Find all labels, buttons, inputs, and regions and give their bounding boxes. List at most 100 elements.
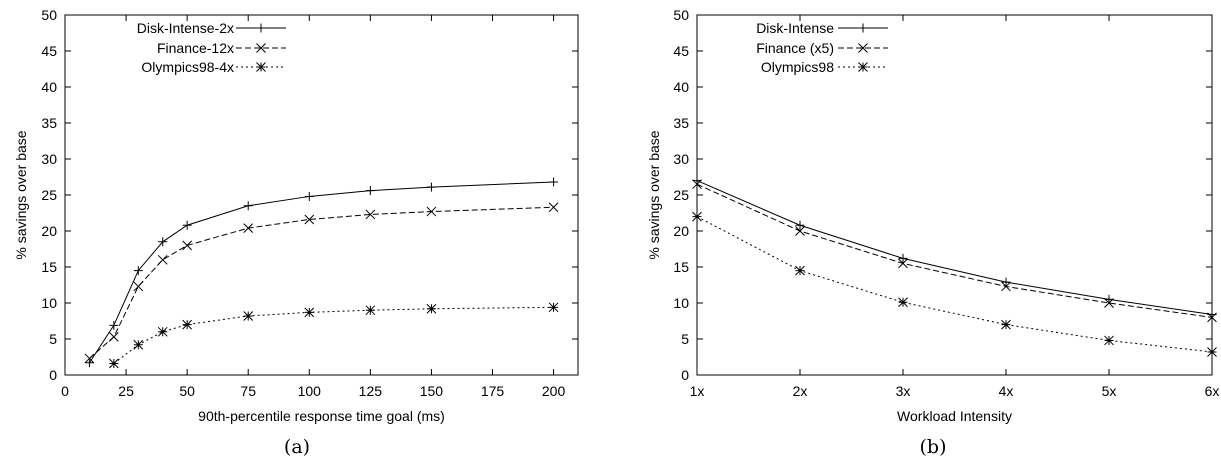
data-point-marker: [795, 220, 805, 230]
legend-label: Finance (x5): [756, 40, 834, 56]
legend-marker: [256, 43, 266, 53]
x-tick-label: 6x: [1205, 383, 1220, 399]
x-tick-label: 5x: [1102, 383, 1117, 399]
data-point-marker: [109, 320, 119, 330]
data-point-marker: [548, 302, 559, 313]
y-tick-label: 50: [41, 7, 57, 23]
legend-label: Finance-12x: [157, 40, 234, 56]
data-point-marker: [692, 211, 702, 222]
x-tick-label: 4x: [999, 383, 1014, 399]
legend-marker: [256, 23, 266, 33]
panel-caption: (a): [284, 436, 310, 458]
data-point-marker: [109, 331, 119, 342]
x-tick-label: 125: [359, 383, 383, 399]
data-point-marker: [243, 201, 253, 211]
y-tick-label: 0: [49, 367, 57, 383]
data-point-marker: [182, 240, 192, 251]
series-disk-intense: Disk-Intense: [692, 20, 1217, 320]
series-disk-intense-2x: Disk-Intense-2x: [84, 20, 559, 368]
data-point-marker: [365, 186, 375, 196]
data-point-marker: [426, 206, 437, 217]
data-point-marker: [133, 266, 143, 276]
data-point-marker: [304, 214, 315, 225]
x-tick-label: 75: [240, 383, 256, 399]
y-tick-label: 35: [41, 115, 57, 131]
x-tick-label: 50: [179, 383, 195, 399]
data-point-marker: [426, 182, 436, 192]
data-point-marker: [1001, 277, 1011, 287]
data-point-marker: [898, 258, 908, 269]
series-line: [89, 206, 554, 359]
data-point-marker: [1104, 298, 1114, 308]
data-point-marker: [109, 358, 119, 369]
data-point-marker: [548, 202, 559, 213]
y-tick-label: 5: [681, 331, 689, 347]
y-tick-label: 45: [673, 43, 689, 59]
x-axis-label: 90th-percentile response time goal (ms): [198, 408, 445, 424]
series-finance-x5: Finance (x5): [692, 40, 1217, 323]
y-tick-label: 0: [681, 367, 689, 383]
series-olympics98-4x: Olympics98-4x: [109, 59, 559, 369]
x-tick-label: 3x: [896, 383, 911, 399]
data-point-marker: [304, 307, 315, 318]
x-tick-label: 0: [61, 383, 69, 399]
series-line: [696, 183, 1213, 318]
data-point-marker: [133, 281, 144, 292]
data-point-marker: [243, 223, 254, 233]
data-point-marker: [365, 209, 376, 220]
y-tick-label: 20: [673, 223, 689, 239]
chart-panel-a: 0 5 10 15 20 25 30 35 40 45 50 0 25 50 75 100 125 150 175 2…: [13, 7, 579, 458]
y-tick-label: 40: [673, 79, 689, 95]
data-point-marker: [795, 265, 805, 276]
data-point-marker: [133, 339, 144, 350]
y-tick-label: 50: [673, 7, 689, 23]
data-point-marker: [1001, 319, 1011, 330]
legend-label: Disk-Intense-2x: [137, 20, 234, 36]
series-olympics98: Olympics98: [692, 59, 1217, 357]
y-tick-label: 35: [673, 115, 689, 131]
legend-label: Olympics98: [761, 59, 834, 75]
data-point-marker: [426, 303, 437, 314]
data-point-marker: [549, 177, 559, 187]
y-axis-label: % savings over base: [13, 130, 29, 259]
x-tick-label: 25: [118, 383, 134, 399]
x-tick-label: 175: [481, 383, 505, 399]
y-tick-label: 30: [41, 151, 57, 167]
data-point-marker: [84, 358, 94, 368]
series-line: [89, 181, 554, 364]
y-tick-label: 20: [41, 223, 57, 239]
x-tick-label: 2x: [793, 383, 808, 399]
y-tick-label: 25: [673, 187, 689, 203]
data-point-marker: [898, 253, 908, 263]
chart-panel-b: 0 5 10 15 20 25 30 35 40 45 50 1x 2x 3x 4x 5x 6x Workload…: [646, 7, 1219, 458]
y-tick-label: 25: [41, 187, 57, 203]
x-axis-label: Workload Intensity: [897, 408, 1012, 424]
x-tick-label: 200: [542, 383, 566, 399]
legend-marker: [858, 43, 868, 53]
data-point-marker: [365, 305, 376, 316]
x-tick-label: 100: [298, 383, 322, 399]
data-point-marker: [157, 254, 168, 265]
legend-marker: [858, 62, 868, 72]
y-tick-label: 5: [49, 331, 57, 347]
y-tick-label: 15: [41, 259, 57, 275]
x-tick-label: 150: [420, 383, 444, 399]
legend-marker: [256, 62, 266, 72]
y-tick-label: 10: [673, 295, 689, 311]
data-point-marker: [157, 326, 168, 337]
legend-label: Olympics98-4x: [141, 59, 234, 75]
y-tick-label: 10: [41, 295, 57, 311]
data-point-marker: [1104, 335, 1114, 346]
data-point-marker: [158, 237, 168, 247]
legend-label: Disk-Intense: [756, 20, 834, 36]
data-point-marker: [692, 179, 702, 190]
data-point-marker: [182, 319, 192, 330]
data-point-marker: [898, 297, 908, 308]
data-point-marker: [243, 311, 254, 321]
series-line: [696, 216, 1213, 353]
data-point-marker: [304, 191, 314, 201]
y-tick-label: 30: [673, 151, 689, 167]
y-tick-label: 15: [673, 259, 689, 275]
data-point-marker: [1207, 312, 1217, 323]
